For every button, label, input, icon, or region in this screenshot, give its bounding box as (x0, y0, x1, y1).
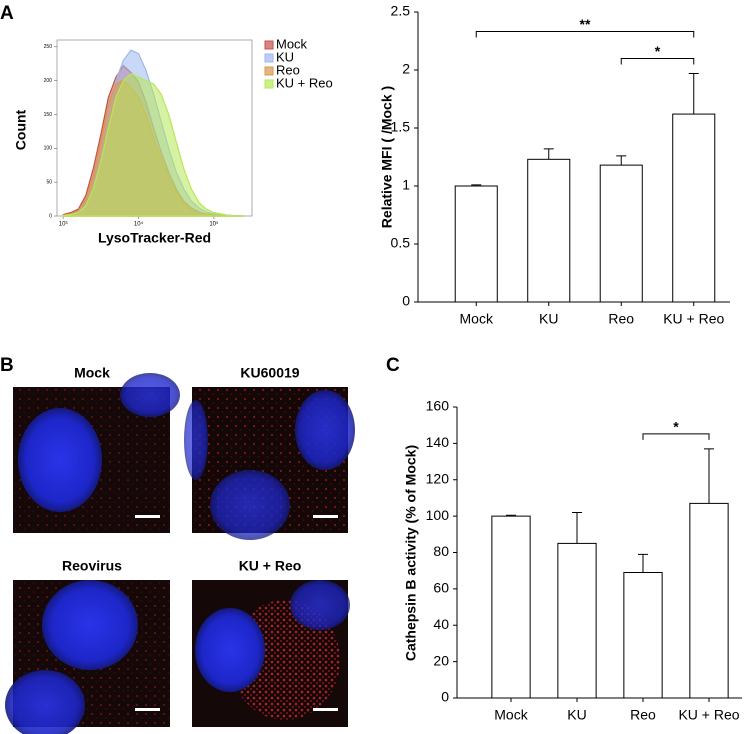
panel-label: B (0, 355, 14, 376)
y-tick-label: 0 (441, 689, 449, 705)
y-tick-label: 0 (49, 213, 52, 219)
bar (599, 164, 643, 303)
x-axis-label: LysoTracker-Red (98, 230, 211, 246)
x-tick-label: Reo (608, 311, 634, 327)
significance-label: * (673, 419, 679, 435)
y-tick-label: 1 (402, 177, 410, 193)
y-tick-label: 200 (44, 78, 53, 84)
y-tick-label: 160 (426, 398, 450, 414)
y-tick-label: 150 (44, 112, 53, 118)
legend-label: KU + Reo (276, 75, 333, 90)
y-tick-label: 1.5 (391, 119, 411, 135)
y-tick-label: 80 (433, 543, 449, 559)
bar (623, 572, 663, 699)
x-tick-label: Mock (460, 311, 494, 327)
bar (527, 158, 571, 303)
y-tick-label: 250 (44, 44, 53, 50)
histogram-area (62, 73, 245, 217)
bar (689, 502, 729, 699)
bar (454, 185, 498, 303)
legend-label: KU (276, 49, 294, 64)
x-tick-label: Reo (630, 707, 656, 723)
micrograph-title: KU60019 (240, 365, 299, 381)
significance-bracket (620, 57, 695, 65)
y-tick-label: 2.5 (391, 3, 411, 19)
y-tick-label: 0.5 (391, 235, 411, 251)
x-tick-label: 10³ (59, 222, 68, 228)
panel-label: C (386, 355, 400, 376)
y-tick-label: 50 (46, 179, 52, 185)
bar (672, 113, 716, 303)
y-tick-label: 100 (44, 146, 53, 152)
legend-swatch (264, 53, 274, 63)
error-bar (616, 155, 627, 166)
x-tick-label: KU + Reo (663, 311, 724, 327)
y-tick-label: 40 (433, 616, 449, 632)
micrograph-title: KU + Reo (239, 558, 302, 574)
micrograph (13, 373, 180, 533)
micrograph (5, 580, 170, 734)
y-tick-label: 60 (433, 580, 449, 596)
error-bar (638, 553, 648, 573)
significance-label: ** (580, 16, 591, 32)
micrograph-title: Reovirus (62, 558, 122, 574)
legend-swatch (264, 79, 274, 89)
bar (491, 515, 531, 699)
y-tick-label: 20 (433, 652, 449, 668)
x-tick-label: KU (539, 311, 558, 327)
legend-swatch (264, 66, 274, 76)
legend-label: Reo (276, 62, 300, 77)
micrograph (184, 387, 355, 540)
error-bar (471, 184, 482, 186)
y-tick-label: 100 (426, 507, 450, 523)
y-axis-label: Relative MFI ( /Mock ) (379, 86, 395, 228)
error-bar (572, 511, 582, 544)
significance-bracket (642, 433, 710, 440)
significance-bracket (475, 30, 695, 38)
x-tick-label: KU + Reo (678, 707, 739, 723)
legend-swatch (264, 40, 274, 50)
error-bar (704, 448, 714, 504)
y-tick-label: 140 (426, 434, 450, 450)
significance-label: * (655, 43, 661, 59)
y-tick-label: 2 (402, 61, 410, 77)
y-tick-label: 120 (426, 470, 450, 486)
micrograph (192, 580, 350, 727)
x-tick-label: 10⁴ (134, 221, 144, 228)
x-tick-label: Mock (494, 707, 528, 723)
legend-label: Mock (276, 36, 308, 51)
y-axis-label: Cathepsin B activity (% of Mock) (403, 445, 419, 661)
error-bar (543, 148, 554, 160)
error-bar (688, 72, 699, 115)
error-bar (506, 514, 516, 517)
x-tick-label: KU (567, 707, 586, 723)
x-tick-label: 10⁵ (209, 221, 219, 228)
bar (557, 542, 597, 699)
micrograph-title: Mock (74, 365, 110, 381)
panel-label: A (0, 3, 14, 24)
y-axis-label: Count (13, 109, 29, 150)
y-tick-label: 0 (402, 293, 410, 309)
